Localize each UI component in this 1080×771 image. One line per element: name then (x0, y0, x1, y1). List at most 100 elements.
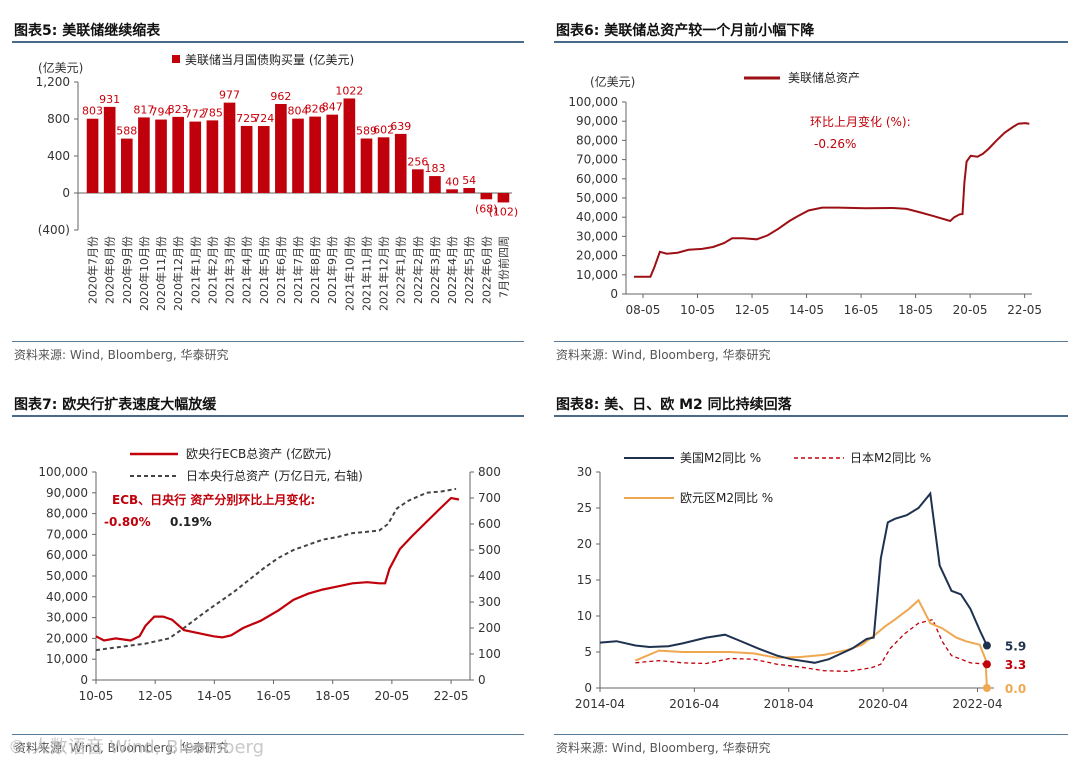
fig7-ytick-right-label: 500 (478, 543, 501, 557)
fig6-xtick-label: 14-05 (789, 303, 824, 317)
fig6-annotation-title: 环比上月变化 (%): (810, 114, 911, 129)
fig7-ytick-right-label: 0 (478, 673, 486, 687)
fig7-ytick-left-label: 70,000 (46, 527, 88, 541)
fig5-category-label: 2021年10月份 (342, 236, 356, 311)
fig5-bar (103, 106, 116, 193)
fig7-ytick-left-label: 90,000 (46, 486, 88, 500)
fig7-title-rule (12, 415, 524, 417)
fig8-ytick-label: 30 (577, 465, 592, 479)
fig5-bar (360, 138, 373, 193)
fig7-source: 资料来源: Wind, Bloomberg, 华泰研究 (14, 741, 229, 755)
fig5-bar (172, 116, 184, 193)
fig7-ytick-left-label: 50,000 (46, 569, 88, 583)
fig5-bar (343, 98, 356, 193)
fig5-bar (275, 104, 287, 193)
fig5-data-label: 931 (99, 93, 120, 106)
fig5-data-label: 589 (356, 125, 377, 138)
fig5-bar (480, 193, 493, 200)
fig8-ytick-label: 0 (584, 681, 592, 695)
fig7-ytick-right-label: 700 (478, 491, 501, 505)
fig7-ytick-left-label: 100,000 (38, 465, 88, 479)
fig7-legend-label-boj: 日本央行总资产 (万亿日元, 右轴) (186, 468, 363, 483)
fig8-xtick-label: 2014-04 (575, 697, 625, 711)
fig5-category-label: 2020年8月份 (103, 236, 117, 304)
fig7-ytick-left-label: 0 (80, 673, 88, 687)
fig5-data-label: 817 (133, 103, 154, 116)
fig5-category-label: 2022年5月份 (462, 236, 476, 304)
fig5-ytick-label: 400 (47, 149, 70, 163)
fig8-ytick-label: 5 (584, 645, 592, 659)
fig7-ytick-right-label: 800 (478, 465, 501, 479)
fig5-ytick-label: 0 (62, 186, 70, 200)
fig5-bar (497, 193, 510, 203)
fig5-data-label: 183 (424, 162, 445, 175)
fig8-title: 图表8: 美、日、欧 M2 同比持续回落 (556, 397, 792, 413)
fig5-ytick-label: 1,200 (36, 75, 70, 89)
fig5-data-label: 785 (202, 106, 223, 119)
fig5-bar (223, 102, 236, 193)
fig7-ytick-left-label: 10,000 (46, 652, 88, 666)
fig6-xtick-label: 12-05 (735, 303, 770, 317)
fig5-category-label: 7月份前四周 (496, 236, 510, 298)
fig5-bar (189, 121, 202, 193)
fig6-xtick-label: 20-05 (953, 303, 988, 317)
fig5-category-label: 2020年11月份 (154, 236, 168, 311)
fig5-category-label: 2021年5月份 (257, 236, 271, 304)
fig6-xtick-label: 10-05 (680, 303, 715, 317)
fig5-bar (240, 125, 253, 193)
fig5-bar (463, 188, 476, 193)
fig6-ytick-label: 80,000 (576, 133, 618, 147)
fig7-bottom-rule (12, 734, 524, 735)
fig5-bar (446, 189, 458, 193)
fig6-series-line (634, 122, 1030, 278)
fig5-data-label: (68) (475, 202, 498, 215)
fig5-category-label: 2021年9月份 (325, 236, 339, 304)
fig7-xtick-label: 12-05 (138, 689, 173, 703)
fig8-end-marker (982, 660, 991, 669)
fig5-bar (292, 118, 304, 193)
fig6-xtick-label: 18-05 (898, 303, 933, 317)
fig5-title: 图表5: 美联储继续缩表 (14, 23, 161, 39)
fig6-ytick-label: 100,000 (568, 95, 618, 109)
fig7-legend-label-ecb: 欧央行ECB总资产 (亿欧元) (186, 446, 331, 461)
fig5-category-label: 2020年10月份 (137, 236, 151, 311)
fig8-series-jp (635, 618, 987, 673)
fig7-ytick-left-label: 20,000 (46, 631, 88, 645)
fig7-ytick-right-label: 300 (478, 595, 501, 609)
fig5-data-label: 1022 (335, 84, 363, 97)
fig5-category-label: 2022年4月份 (445, 236, 459, 304)
fig5-category-label: 2022年2月份 (411, 236, 425, 304)
fig8-xtick-label: 2016-04 (669, 697, 719, 711)
fig6-ytick-label: 90,000 (576, 114, 618, 128)
fig8-legend-label-eu: 欧元区M2同比 % (680, 491, 773, 505)
fig7-ytick-right-label: 400 (478, 569, 501, 583)
fig5-bar (429, 176, 441, 193)
fig7-xtick-label: 14-05 (197, 689, 232, 703)
fig8-xtick-label: 2020-04 (858, 697, 908, 711)
fig6-ytick-label: 20,000 (576, 249, 618, 263)
fig6-title-rule (554, 41, 1068, 43)
fig5-bar (155, 119, 167, 193)
fig5-category-label: 2021年12月份 (377, 236, 391, 311)
fig6-bottom-rule (554, 341, 1068, 342)
fig5-category-label: 2020年12月份 (171, 236, 185, 311)
fig6-ytick-label: 70,000 (576, 153, 618, 167)
fig6-ytick-label: 10,000 (576, 268, 618, 282)
fig6-yaxis-label: (亿美元) (590, 74, 635, 89)
fig5-ytick-label: 800 (47, 112, 70, 126)
fig7-series-ecb (95, 496, 460, 642)
fig6-chart: (亿美元) 美联储总资产 0 10,000 20,000 30,000 40,000 50,0… (568, 70, 1042, 317)
fig7-xtick-label: 16-05 (256, 689, 291, 703)
fig5-data-label: 724 (253, 112, 274, 125)
fig5-source: 资料来源: Wind, Bloomberg, 华泰研究 (14, 348, 229, 362)
fig5-data-label: 256 (407, 155, 428, 168)
fig8-end-marker (982, 684, 991, 692)
fig7-ytick-right-label: 200 (478, 621, 501, 635)
fig5-category-label: 2020年7月份 (86, 236, 100, 304)
fig6-xtick-label: 08-05 (626, 303, 661, 317)
fig7-xtick-label: 10-05 (79, 689, 114, 703)
fig5-bar (412, 169, 424, 193)
fig5-bar (377, 137, 390, 193)
fig5-data-label: 602 (373, 123, 394, 136)
fig5-legend-label: 美联储当月国债购买量 (亿美元) (185, 52, 354, 67)
